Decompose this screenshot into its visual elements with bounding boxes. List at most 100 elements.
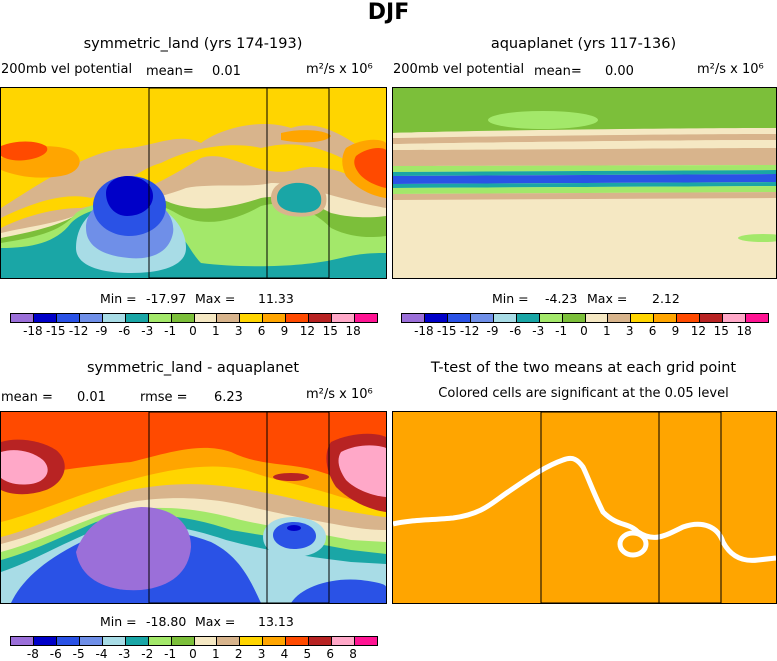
panel1-colorbar-ticks: -18 -15 -12 -9 -6 -3 -1 0 1 3 6 9 12 15 18 xyxy=(10,324,376,338)
colorbar-swatch xyxy=(286,314,310,322)
panel1-variable: 200mb vel potential xyxy=(1,62,133,77)
colorbar-swatch xyxy=(402,314,425,322)
p2-tan-band1 xyxy=(393,134,776,144)
panel2-max-value: 2.12 xyxy=(652,291,680,306)
colorbar-swatch xyxy=(263,637,287,645)
panel1-svg xyxy=(1,88,386,278)
panel2-min-label: Min = xyxy=(492,291,529,306)
colorbar-tick-label: -8 xyxy=(26,647,39,661)
p4-land2-outline xyxy=(658,412,722,603)
colorbar-tick-label: -9 xyxy=(486,324,499,338)
colorbar-swatch xyxy=(332,314,356,322)
panel2-mean-label: mean= xyxy=(534,64,582,79)
panel2-colorbar xyxy=(401,313,769,323)
panel1-max-label: Max = xyxy=(195,291,236,306)
colorbar-tick-label: 0 xyxy=(189,324,197,338)
p1-teal-blob xyxy=(277,182,322,213)
p3-land2-outline xyxy=(266,412,330,603)
p4-nonsignificant-ring xyxy=(617,530,649,558)
colorbar-tick-label: 18 xyxy=(736,324,752,338)
colorbar-tick-label: -15 xyxy=(45,324,66,338)
colorbar-tick-label: -9 xyxy=(95,324,108,338)
colorbar-tick-label: 1 xyxy=(212,647,220,661)
colorbar-swatch xyxy=(539,314,563,322)
panel2-units: m²/s x 10⁶ xyxy=(697,62,764,77)
colorbar-swatch xyxy=(493,314,517,322)
p1-orange-top xyxy=(281,130,331,143)
colorbar-swatch xyxy=(33,314,57,322)
colorbar-swatch xyxy=(56,637,80,645)
panel1-max-value: 11.33 xyxy=(258,291,294,306)
colorbar-swatch xyxy=(125,637,149,645)
colorbar-tick-label: 2 xyxy=(234,647,243,661)
colorbar-tick-label: 8 xyxy=(349,647,357,661)
colorbar-tick-label: -1 xyxy=(555,324,568,338)
colorbar-tick-label: 15 xyxy=(322,324,338,338)
p2-lightgreen-small xyxy=(738,234,776,242)
colorbar-swatch xyxy=(631,314,655,322)
p2-blue-band xyxy=(393,174,776,184)
colorbar-tick-label: 1 xyxy=(212,324,220,338)
colorbar-tick-label: -3 xyxy=(141,324,154,338)
p2-beige-top xyxy=(393,128,776,138)
p3-blue-right-blob xyxy=(273,522,316,549)
panel1-min-label: Min = xyxy=(100,291,137,306)
colorbar-swatch xyxy=(148,314,172,322)
colorbar-swatch xyxy=(11,637,34,645)
panel3-units: m²/s x 10⁶ xyxy=(306,387,373,402)
colorbar-swatch xyxy=(700,314,724,322)
panel1-mean-label: mean= xyxy=(146,64,194,79)
p4-significant-area xyxy=(393,412,776,603)
colorbar-swatch xyxy=(171,637,195,645)
panel3-colorbar-ticks: -8 -6 -5 -4 -3 -2 -1 0 1 2 3 4 5 6 8 xyxy=(10,647,376,661)
colorbar-swatch xyxy=(125,314,149,322)
panel4-subtitle: Colored cells are significant at the 0.0… xyxy=(438,386,729,401)
colorbar-tick-label: 3 xyxy=(234,324,243,338)
colorbar-tick-label: 3 xyxy=(625,324,634,338)
colorbar-tick-label: -18 xyxy=(414,324,434,338)
colorbar-swatch xyxy=(355,314,377,322)
p1-land2-outline xyxy=(266,88,330,278)
colorbar-swatch xyxy=(148,637,172,645)
p2-tan-band2 xyxy=(393,148,776,166)
colorbar-tick-label: 6 xyxy=(326,647,335,661)
colorbar-tick-label: 3 xyxy=(257,647,266,661)
colorbar-tick-label: -15 xyxy=(436,324,457,338)
panel3-mean-label: mean = xyxy=(1,390,53,405)
panel1-min-value: -17.97 xyxy=(146,291,187,306)
colorbar-tick-label: -6 xyxy=(49,647,62,661)
p2-beige-band xyxy=(393,140,776,150)
colorbar-swatch xyxy=(33,637,57,645)
colorbar-tick-label: 12 xyxy=(299,324,316,338)
colorbar-swatch xyxy=(171,314,195,322)
colorbar-swatch xyxy=(447,314,471,322)
panel3-min-value: -18.80 xyxy=(146,614,187,629)
panel3-max-value: 13.13 xyxy=(258,614,294,629)
colorbar-swatch xyxy=(562,314,586,322)
p3-navy-small xyxy=(287,525,301,531)
colorbar-swatch xyxy=(309,637,333,645)
panel2-mean-value: 0.00 xyxy=(605,64,634,79)
colorbar-tick-label: 4 xyxy=(280,647,289,661)
panel2-min-value: -4.23 xyxy=(545,291,578,306)
colorbar-tick-label: -2 xyxy=(141,647,154,661)
colorbar-swatch xyxy=(102,637,126,645)
p1-red-right xyxy=(354,148,386,188)
colorbar-swatch xyxy=(56,314,80,322)
p3-pink-left xyxy=(1,450,48,485)
colorbar-swatch xyxy=(470,314,494,322)
colorbar-swatch xyxy=(332,637,356,645)
colorbar-tick-label: -1 xyxy=(164,647,177,661)
panel3-rmse-value: 6.23 xyxy=(214,390,243,405)
p1-red-left xyxy=(1,141,48,161)
colorbar-swatch xyxy=(585,314,609,322)
panel4-plot xyxy=(392,411,777,604)
colorbar-tick-label: -6 xyxy=(509,324,522,338)
colorbar-tick-label: -3 xyxy=(118,647,131,661)
colorbar-swatch xyxy=(746,314,768,322)
colorbar-tick-label: -1 xyxy=(164,324,177,338)
colorbar-tick-label: 9 xyxy=(671,324,680,338)
panel3-max-label: Max = xyxy=(195,614,236,629)
p2-lightgreen-band2 xyxy=(393,186,776,194)
colorbar-swatch xyxy=(654,314,678,322)
